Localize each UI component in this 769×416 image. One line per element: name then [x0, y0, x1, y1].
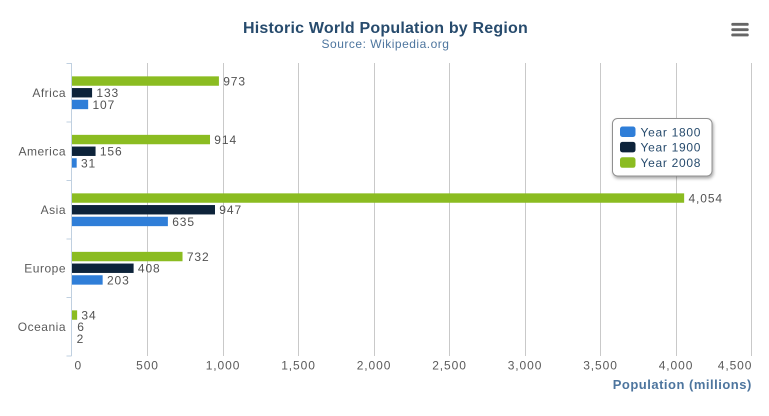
- svg-text:Year 1900: Year 1900: [641, 141, 702, 155]
- svg-text:203: 203: [107, 273, 130, 287]
- svg-text:34: 34: [81, 308, 96, 322]
- svg-text:Europe: Europe: [24, 262, 66, 276]
- svg-text:0: 0: [75, 359, 83, 373]
- svg-text:Africa: Africa: [32, 86, 66, 100]
- svg-text:973: 973: [223, 74, 246, 88]
- svg-text:4,054: 4,054: [688, 191, 723, 205]
- svg-text:Population (millions): Population (millions): [613, 377, 752, 392]
- svg-text:3,500: 3,500: [583, 359, 618, 373]
- svg-text:1,000: 1,000: [206, 359, 241, 373]
- svg-text:732: 732: [187, 250, 210, 264]
- svg-text:Historic World Population by R: Historic World Population by Region: [243, 20, 528, 37]
- svg-text:947: 947: [219, 203, 242, 217]
- svg-text:2,000: 2,000: [357, 359, 392, 373]
- svg-text:4,000: 4,000: [659, 359, 694, 373]
- svg-text:Oceania: Oceania: [18, 320, 66, 334]
- svg-text:America: America: [18, 145, 66, 159]
- svg-text:2,500: 2,500: [432, 359, 467, 373]
- svg-text:914: 914: [214, 133, 237, 147]
- svg-text:500: 500: [136, 359, 159, 373]
- svg-text:31: 31: [81, 156, 96, 170]
- svg-text:1,500: 1,500: [281, 359, 316, 373]
- svg-text:Source: Wikipedia.org: Source: Wikipedia.org: [322, 37, 450, 51]
- svg-text:Asia: Asia: [41, 203, 66, 217]
- svg-text:Year 2008: Year 2008: [641, 156, 702, 170]
- svg-text:4,500: 4,500: [718, 359, 753, 373]
- svg-text:6: 6: [77, 320, 85, 334]
- svg-text:408: 408: [138, 262, 161, 276]
- svg-text:Year 1800: Year 1800: [641, 125, 702, 139]
- svg-text:635: 635: [172, 215, 195, 229]
- svg-text:156: 156: [100, 145, 123, 159]
- svg-text:3,000: 3,000: [508, 359, 543, 373]
- svg-text:133: 133: [96, 86, 119, 100]
- svg-text:107: 107: [92, 98, 115, 112]
- svg-text:2: 2: [77, 332, 85, 346]
